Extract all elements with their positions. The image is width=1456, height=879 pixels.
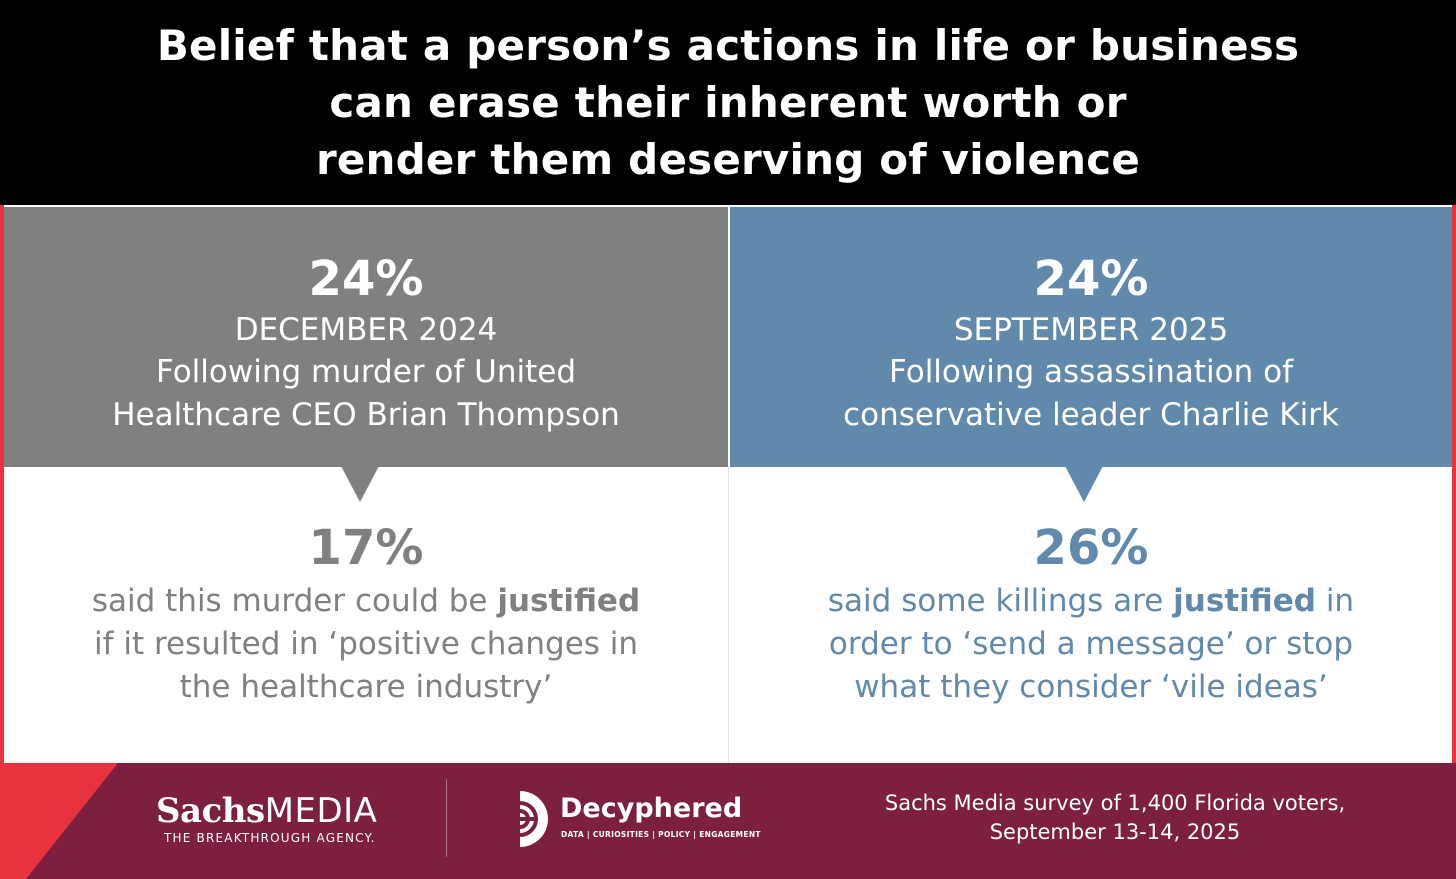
december-description-line-1: Following murder of United: [155, 354, 576, 390]
title-line-1: Belief that a person’s actions in life o…: [156, 21, 1300, 70]
september-percent: 24%: [1033, 251, 1149, 307]
december-result-percent: 17%: [308, 520, 424, 576]
september-result-line-3: what they consider ‘vile ideas’: [854, 669, 1328, 705]
september-result-justified: justified: [1173, 583, 1316, 619]
decyphered-name: Decyphered: [560, 793, 743, 824]
footer-red-strip: [0, 763, 26, 879]
header: Belief that a person’s actions in life o…: [0, 0, 1456, 205]
footer: SachsMEDIA THE BREAKTHROUGH AGENCY. Decy…: [0, 763, 1456, 879]
december-date: DECEMBER 2024: [234, 312, 498, 348]
december-result-line-1a: said this murder could be: [91, 583, 498, 619]
september-pointer: [1065, 466, 1103, 502]
september-result-line-1b: in: [1315, 583, 1355, 619]
column-divider: [728, 467, 729, 763]
september-description-line-2: conservative leader Charlie Kirk: [843, 397, 1339, 433]
decyphered-logo-icon: [518, 791, 548, 847]
december-result-justified: justified: [497, 583, 641, 619]
survey-source-line-2: September 13-14, 2025: [989, 820, 1241, 844]
december-result: 17% said this murder could be justified …: [4, 520, 728, 709]
title-line-3: render them deserving of violence: [315, 135, 1141, 184]
title-line-2: can erase their inherent worth or: [329, 78, 1127, 127]
september-date: SEPTEMBER 2025: [953, 312, 1229, 348]
december-percent: 24%: [308, 251, 424, 307]
sachs-media-logo: SachsMEDIA THE BREAKTHROUGH AGENCY.: [156, 793, 377, 845]
december-result-line-3: the healthcare industry’: [179, 669, 553, 705]
december-result-line-2: if it resulted in ‘positive changes in: [93, 626, 639, 662]
left-red-edge: [0, 205, 4, 765]
september-result-line-1a: said some killings are: [827, 583, 1174, 619]
sachs-media-tagline: THE BREAKTHROUGH AGENCY.: [164, 831, 376, 845]
survey-source-line-1: Sachs Media survey of 1,400 Florida vote…: [884, 791, 1346, 815]
september-2025-panel: 24% SEPTEMBER 2025 Following assassinati…: [730, 207, 1452, 467]
september-result-percent: 26%: [1033, 520, 1149, 576]
sachs-name-part-1: Sachs: [156, 791, 265, 831]
footer-divider: [446, 779, 447, 857]
survey-source: Sachs Media survey of 1,400 Florida vote…: [840, 789, 1390, 847]
september-result: 26% said some killings are justified in …: [730, 520, 1452, 709]
december-2024-panel: 24% DECEMBER 2024 Following murder of Un…: [4, 207, 728, 467]
december-description-line-2: Healthcare CEO Brian Thompson: [112, 397, 620, 433]
decyphered-tagline: DATA | CURIOSITIES | POLICY | ENGAGEMENT: [561, 830, 761, 839]
right-red-edge: [1452, 205, 1456, 765]
sachs-name-part-2: MEDIA: [264, 791, 378, 831]
september-result-text: said some killings are justified in orde…: [828, 580, 1354, 709]
september-result-line-2: order to ‘send a message’ or stop: [828, 626, 1354, 662]
september-description-line-1: Following assassination of: [889, 354, 1293, 390]
december-result-text: said this murder could be justified if i…: [92, 580, 640, 709]
sachs-media-name: SachsMEDIA: [156, 793, 377, 829]
footer-red-triangle: [26, 763, 118, 879]
december-pointer: [341, 466, 379, 502]
